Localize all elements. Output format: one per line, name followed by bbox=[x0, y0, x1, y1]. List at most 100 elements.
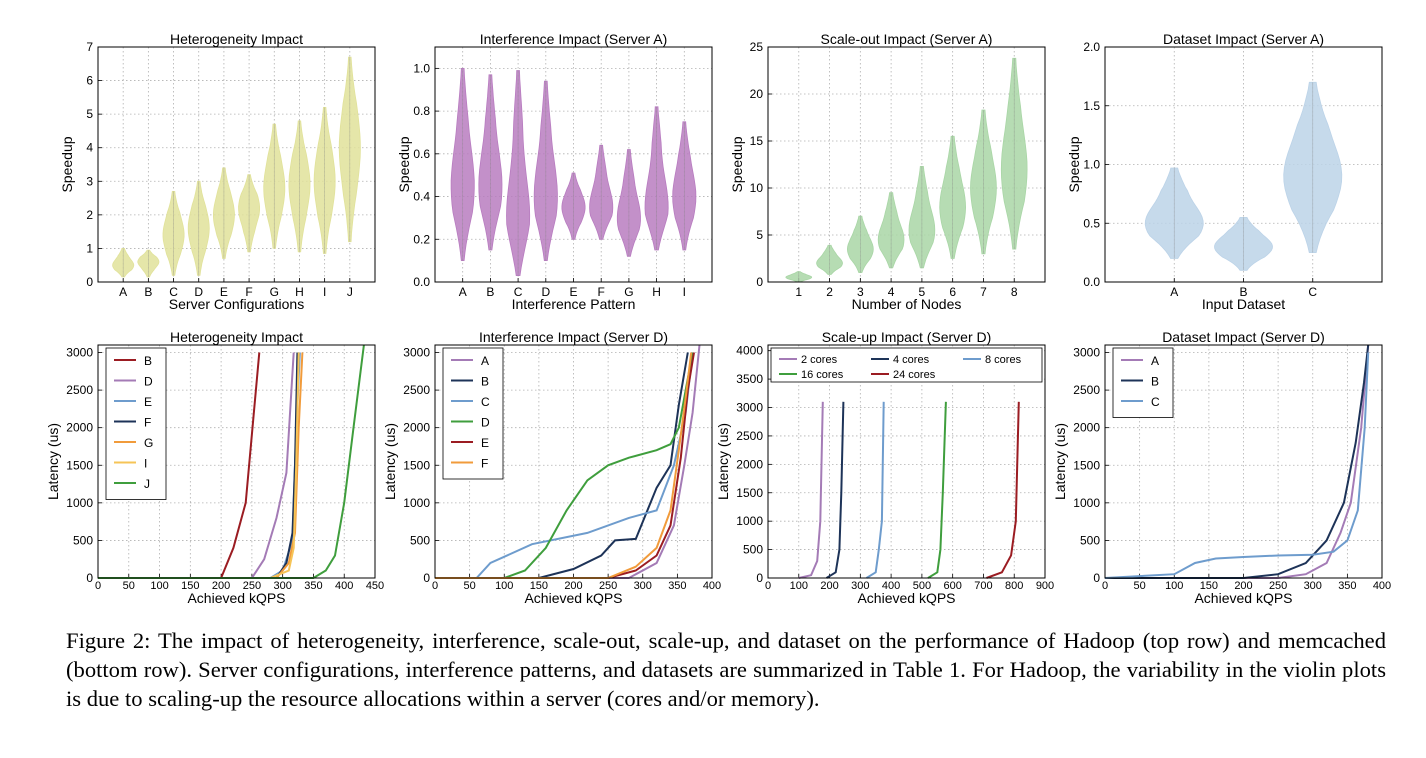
figure-caption: Figure 2: The impact of heterogeneity, i… bbox=[66, 628, 1386, 711]
x-tick-label: 6 bbox=[949, 285, 956, 299]
y-tick-label: 1500 bbox=[66, 458, 93, 472]
chart-title: Heterogeneity Impact bbox=[170, 31, 303, 47]
x-tick-label: 50 bbox=[464, 580, 476, 592]
x-tick-label: 3 bbox=[857, 285, 864, 299]
y-tick-label: 2 bbox=[86, 208, 93, 222]
series-line-F bbox=[435, 352, 693, 579]
series-line-C bbox=[1104, 352, 1370, 579]
y-tick-label: 0.0 bbox=[413, 275, 430, 289]
x-tick-label: A bbox=[1170, 285, 1178, 299]
y-tick-label: 0 bbox=[423, 571, 430, 585]
legend-label: D bbox=[144, 375, 153, 389]
x-tick-label: A bbox=[119, 285, 127, 299]
chart-1: 0 1 2 3 4 5 6 7 A B C D E F G H I J Heterogeneity Impact Se… bbox=[59, 31, 376, 312]
legend-label: F bbox=[144, 416, 151, 430]
x-tick-label: I bbox=[683, 285, 686, 299]
y-tick-label: 4 bbox=[86, 141, 93, 155]
x-tick-label: 600 bbox=[943, 580, 961, 592]
x-tick-label: 8 bbox=[1011, 285, 1018, 299]
y-tick-label: 2000 bbox=[403, 421, 430, 435]
x-tick-label: 700 bbox=[974, 580, 992, 592]
legend-label: 24 cores bbox=[893, 369, 936, 381]
x-tick-label: 150 bbox=[530, 580, 548, 592]
y-axis-label: Speedup bbox=[729, 136, 745, 192]
y-tick-label: 4000 bbox=[736, 344, 763, 358]
x-tick-label: 200 bbox=[564, 580, 582, 592]
chart-4: 0.0 0.5 1.0 1.5 2.0 A B C Dataset Impact (Server… bbox=[1066, 31, 1383, 312]
legend-label: J bbox=[144, 477, 150, 491]
x-tick-label: 0 bbox=[432, 580, 438, 592]
y-tick-label: 0.4 bbox=[413, 190, 430, 204]
legend-label: F bbox=[481, 457, 488, 471]
y-tick-label: 2500 bbox=[736, 429, 763, 443]
series-line-2-cores bbox=[798, 401, 824, 579]
x-tick-label: B bbox=[486, 285, 494, 299]
y-tick-label: 500 bbox=[410, 533, 430, 547]
x-tick-label: 400 bbox=[882, 580, 900, 592]
x-tick-label: I bbox=[323, 285, 326, 299]
x-tick-label: J bbox=[347, 285, 353, 299]
plot-frame bbox=[434, 46, 713, 283]
plot-area bbox=[768, 47, 1045, 282]
y-tick-label: 5 bbox=[86, 107, 93, 121]
y-axis-label: Speedup bbox=[59, 136, 75, 192]
y-tick-label: 3500 bbox=[736, 372, 763, 386]
x-axis-label: Number of Nodes bbox=[852, 296, 962, 312]
x-axis-label: Server Configurations bbox=[169, 296, 304, 312]
legend-label: B bbox=[1151, 375, 1159, 389]
x-tick-label: 300 bbox=[273, 580, 291, 592]
y-tick-label: 0 bbox=[86, 571, 93, 585]
x-tick-label: 300 bbox=[1304, 580, 1322, 592]
x-tick-label: 100 bbox=[150, 580, 168, 592]
legend-label: 16 cores bbox=[801, 369, 844, 381]
chart-title: Dataset Impact (Server A) bbox=[1163, 31, 1324, 47]
legend-label: B bbox=[144, 354, 152, 368]
chart-3: 0 5 10 15 20 25 1 2 3 4 5 6 7 8 Scale-out Impact (Serv… bbox=[729, 31, 1046, 312]
legend-box bbox=[105, 347, 167, 500]
x-tick-label: 250 bbox=[243, 580, 261, 592]
x-axis-label: Achieved kQPS bbox=[857, 590, 955, 606]
x-tick-label: 0 bbox=[95, 580, 101, 592]
y-tick-label: 1500 bbox=[736, 486, 763, 500]
y-tick-label: 7 bbox=[86, 40, 93, 54]
x-tick-label: 350 bbox=[1338, 580, 1356, 592]
x-tick-label: 500 bbox=[913, 580, 931, 592]
y-tick-label: 500 bbox=[743, 543, 763, 557]
plot-frame bbox=[1104, 344, 1383, 579]
legend-label: E bbox=[144, 395, 152, 409]
series-line-B bbox=[1105, 344, 1370, 579]
x-tick-label: 2 bbox=[826, 285, 833, 299]
legend-box bbox=[1112, 347, 1174, 418]
y-tick-label: 1.0 bbox=[413, 61, 430, 75]
x-tick-label: 200 bbox=[212, 580, 230, 592]
x-tick-label: 400 bbox=[335, 580, 353, 592]
legend-label: I bbox=[144, 457, 147, 471]
x-tick-label: 100 bbox=[790, 580, 808, 592]
x-tick-label: C bbox=[1308, 285, 1317, 299]
y-tick-label: 2000 bbox=[66, 421, 93, 435]
y-tick-label: 2000 bbox=[736, 457, 763, 471]
x-tick-label: 4 bbox=[888, 285, 895, 299]
y-tick-label: 2500 bbox=[66, 383, 93, 397]
y-tick-label: 2500 bbox=[1073, 383, 1100, 397]
legend: ABC bbox=[1112, 347, 1174, 418]
x-tick-label: C bbox=[514, 285, 523, 299]
y-tick-label: 1 bbox=[86, 241, 93, 255]
plot-frame bbox=[767, 46, 1046, 283]
x-tick-label: 900 bbox=[1036, 580, 1054, 592]
y-tick-label: 0.8 bbox=[413, 104, 430, 118]
y-tick-label: 1000 bbox=[66, 496, 93, 510]
series-line-16-cores bbox=[927, 401, 947, 579]
legend-label: E bbox=[481, 436, 489, 450]
x-tick-label: 1 bbox=[795, 285, 802, 299]
chart-8: 0 500 1000 1500 2000 2500 3000 0 50 100 150 200 250 3… bbox=[1052, 329, 1391, 606]
plot-frame bbox=[767, 344, 1046, 579]
x-tick-label: E bbox=[220, 285, 228, 299]
y-axis-label: Speedup bbox=[1066, 136, 1082, 192]
series-line-8-cores bbox=[865, 401, 885, 579]
legend-label: 2 cores bbox=[801, 354, 838, 366]
x-tick-label: 0 bbox=[765, 580, 771, 592]
series-line-4-cores bbox=[825, 401, 845, 579]
